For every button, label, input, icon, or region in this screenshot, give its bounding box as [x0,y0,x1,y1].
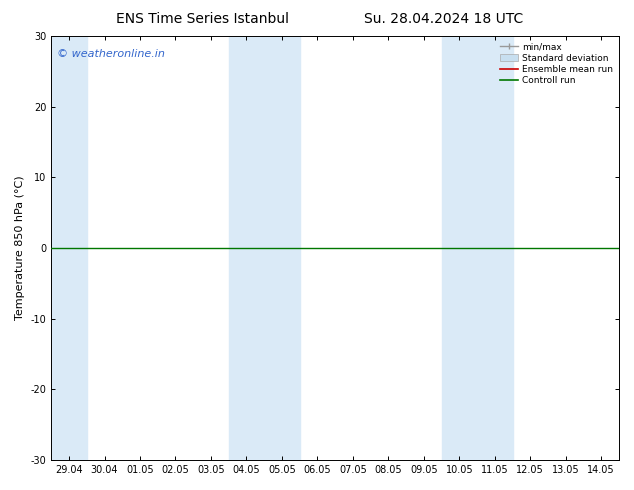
Y-axis label: Temperature 850 hPa (°C): Temperature 850 hPa (°C) [15,176,25,320]
Bar [229,36,300,460]
Legend: min/max, Standard deviation, Ensemble mean run, Controll run: min/max, Standard deviation, Ensemble me… [498,41,614,87]
Text: Su. 28.04.2024 18 UTC: Su. 28.04.2024 18 UTC [364,12,524,26]
Text: © weatheronline.in: © weatheronline.in [57,49,165,59]
Bar [51,36,87,460]
Bar [442,36,512,460]
Text: ENS Time Series Istanbul: ENS Time Series Istanbul [117,12,289,26]
